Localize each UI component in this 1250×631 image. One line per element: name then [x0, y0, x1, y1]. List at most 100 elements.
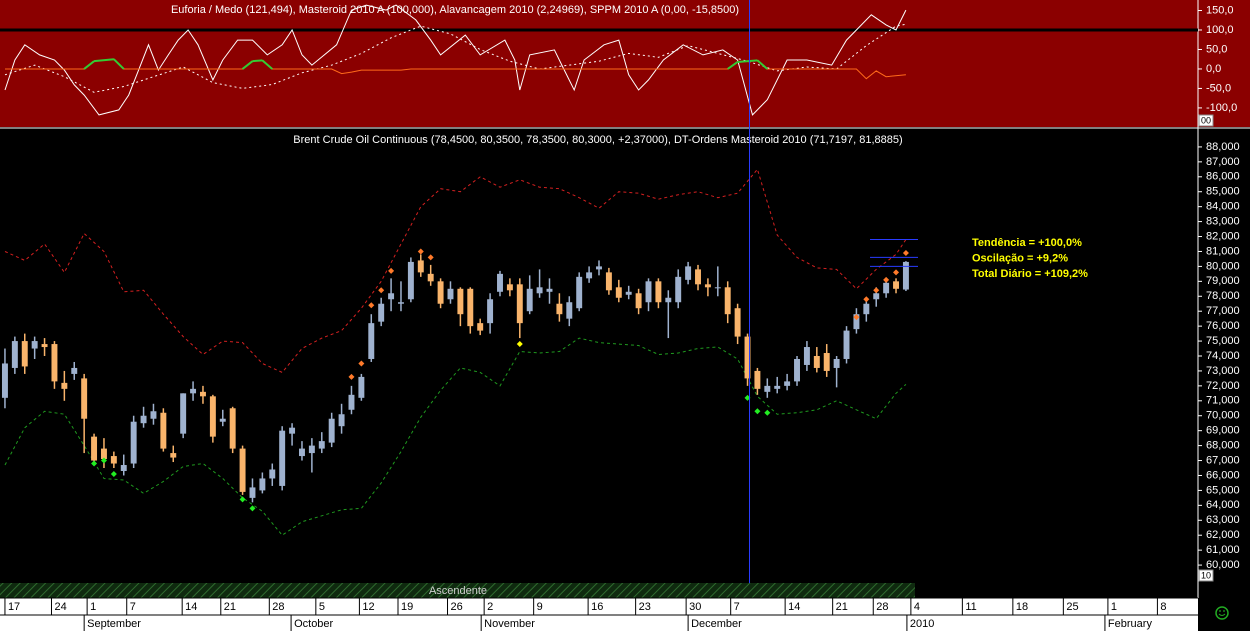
candle-body — [843, 330, 850, 359]
signal-marker — [863, 296, 870, 303]
candle-body — [61, 382, 68, 389]
signal-marker — [417, 248, 424, 255]
candle-body — [516, 284, 523, 324]
candle-body — [833, 358, 840, 368]
x-tick-label: 1 — [90, 601, 96, 613]
candle-body — [556, 303, 563, 315]
y-tick-label: 83,000 — [1206, 215, 1240, 227]
candle-body — [219, 418, 226, 422]
indicator-positive-segment — [113, 58, 125, 70]
oscillator-title: Euforia / Medo (121,494), Masteroid 2010… — [171, 4, 739, 16]
candle-body — [328, 418, 335, 443]
candle-body — [635, 293, 642, 309]
indicator-line — [4, 4, 907, 116]
band-line — [4, 337, 907, 536]
signal-marker — [378, 287, 385, 294]
candle-body — [714, 287, 721, 289]
candle-body — [596, 266, 602, 270]
month-label: December — [691, 618, 742, 630]
x-tick-label: 16 — [591, 601, 603, 613]
signal-marker — [100, 457, 107, 464]
candle-body — [140, 415, 147, 424]
y-tick-label: 73,000 — [1206, 365, 1240, 377]
signal-marker — [883, 276, 890, 283]
candle-body — [605, 272, 612, 291]
candle-body — [893, 281, 899, 289]
signal-marker — [427, 254, 434, 261]
candle-body — [576, 276, 583, 309]
y-tick-label: 88,000 — [1206, 141, 1240, 153]
candle-body — [457, 288, 464, 315]
y-tick-label: 76,000 — [1206, 320, 1240, 332]
candle-body — [625, 291, 632, 295]
candle-body — [170, 453, 177, 458]
candle-body — [100, 448, 107, 460]
candle-body — [11, 341, 18, 368]
candle-body — [526, 288, 533, 312]
candle-body — [199, 391, 206, 397]
indicator-positive-segment — [93, 58, 114, 63]
candle-body — [378, 303, 385, 322]
y-tick-label: 78,000 — [1206, 290, 1240, 302]
y-tick-label: 64,000 — [1206, 499, 1240, 511]
candle-body — [190, 388, 197, 394]
y-tick-label: 70,000 — [1206, 410, 1240, 422]
y-tick-label: 50,0 — [1206, 43, 1227, 55]
y-tick-label: 74,000 — [1206, 350, 1240, 362]
trend-band — [0, 583, 915, 598]
x-tick-label: 30 — [689, 601, 701, 613]
candle-body — [724, 287, 731, 315]
x-tick-label: 14 — [788, 601, 800, 613]
candle-body — [388, 293, 395, 300]
y-tick-label: 66,000 — [1206, 469, 1240, 481]
signal-marker — [853, 314, 860, 321]
candle-body — [774, 385, 781, 389]
signal-marker — [764, 409, 771, 416]
x-tick-label: 2 — [487, 601, 493, 613]
candle-body — [497, 273, 503, 292]
candle-body — [51, 344, 58, 382]
x-tick-label: 21 — [224, 601, 236, 613]
indicator-positive-segment — [261, 59, 273, 70]
candle-body — [299, 448, 305, 457]
signal-marker — [893, 269, 900, 276]
x-tick-label: 18 — [1016, 601, 1028, 613]
y-tick-label: 60,000 — [1206, 559, 1240, 571]
x-tick-label: 12 — [362, 601, 374, 613]
candle-body — [902, 261, 909, 290]
candle-body — [41, 344, 48, 348]
y-tick-label: 71,000 — [1206, 395, 1240, 407]
signal-marker — [358, 360, 365, 367]
signal-marker — [873, 287, 880, 294]
candle-body — [239, 448, 246, 492]
y-tick-label: 72,000 — [1206, 380, 1240, 392]
candle-body — [91, 436, 98, 461]
signal-marker — [348, 373, 355, 380]
candle-body — [506, 284, 513, 291]
candle-body — [427, 273, 434, 282]
candle-body — [467, 288, 474, 327]
candle-body — [71, 367, 78, 374]
indicator-positive-segment — [83, 60, 95, 70]
band-line — [4, 168, 907, 374]
candle-body — [764, 385, 771, 392]
candle-body — [130, 421, 137, 464]
candle-body — [120, 465, 127, 471]
candle-body — [21, 341, 28, 367]
candle-body — [180, 393, 187, 434]
candle-body — [823, 353, 830, 371]
candle-body — [229, 408, 236, 449]
candle-body — [417, 260, 424, 273]
price-title: Brent Crude Oil Continuous (78,4500, 80,… — [293, 134, 902, 146]
candle-body — [615, 287, 622, 298]
candle-body — [31, 341, 38, 349]
candle-body — [803, 347, 810, 365]
y-tick-label: 100,0 — [1206, 24, 1234, 36]
x-tick-label: 5 — [319, 601, 325, 613]
candle-body — [318, 441, 325, 449]
candle-body — [734, 308, 741, 337]
x-tick-label: 26 — [451, 601, 463, 613]
candle-body — [150, 411, 157, 419]
x-tick-label: 4 — [914, 601, 920, 613]
